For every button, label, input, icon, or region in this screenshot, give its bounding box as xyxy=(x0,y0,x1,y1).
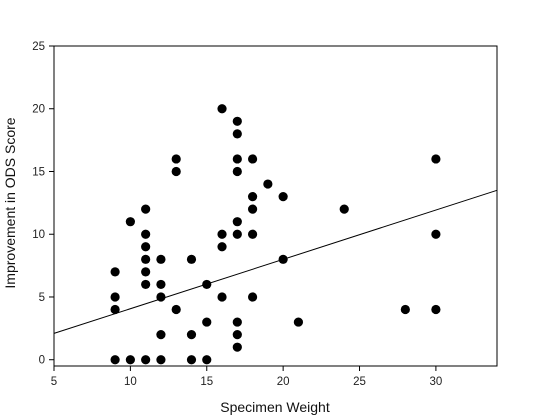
data-point xyxy=(247,154,258,164)
x-tick-label: 30 xyxy=(429,376,442,388)
data-point xyxy=(141,279,151,290)
data-point xyxy=(202,355,212,365)
data-point xyxy=(232,166,242,177)
data-point xyxy=(278,254,288,264)
plot-frame xyxy=(53,45,498,367)
plot-border xyxy=(53,45,498,367)
data-point xyxy=(125,355,135,365)
data-point xyxy=(156,355,166,365)
data-point xyxy=(141,254,151,264)
data-point xyxy=(186,254,197,264)
data-point xyxy=(110,267,120,277)
data-point xyxy=(293,317,304,327)
data-point xyxy=(232,129,242,139)
data-point xyxy=(202,279,212,290)
data-point xyxy=(431,154,441,164)
data-point xyxy=(232,229,242,239)
data-point xyxy=(202,317,212,327)
data-point xyxy=(400,304,410,315)
data-point xyxy=(217,242,227,252)
data-point xyxy=(232,317,242,327)
x-tick-label: 25 xyxy=(353,376,366,388)
data-point xyxy=(110,292,120,302)
data-point xyxy=(217,104,227,114)
data-point xyxy=(141,355,151,365)
data-point xyxy=(110,304,120,315)
data-point xyxy=(171,166,181,177)
data-point xyxy=(232,116,242,126)
data-point xyxy=(247,204,258,214)
data-point xyxy=(217,229,227,239)
data-point xyxy=(431,304,441,315)
data-point xyxy=(186,330,197,340)
data-point xyxy=(263,179,273,189)
data-point xyxy=(141,267,151,277)
data-point xyxy=(247,191,258,202)
data-point xyxy=(217,292,227,302)
trendline-layer xyxy=(53,189,498,334)
x-axis-ticks: 5 10 15 20 25 30 xyxy=(51,366,442,388)
data-point xyxy=(431,229,441,239)
data-point xyxy=(186,355,197,365)
data-point xyxy=(232,330,242,340)
data-point xyxy=(339,204,349,214)
y-tick-label: 25 xyxy=(32,41,45,53)
data-point xyxy=(141,204,151,214)
y-axis-ticks: 0 5 10 15 20 25 xyxy=(32,41,54,367)
data-point xyxy=(156,330,166,340)
data-point xyxy=(156,254,166,264)
trendline xyxy=(53,189,498,334)
y-tick-label: 5 xyxy=(39,292,45,304)
data-point xyxy=(171,304,181,315)
data-point xyxy=(232,217,242,227)
data-point xyxy=(232,342,242,352)
x-axis-title: Specimen Weight xyxy=(220,399,330,415)
data-point xyxy=(156,292,166,302)
data-point xyxy=(141,242,151,252)
data-point xyxy=(247,292,258,302)
x-tick-label: 10 xyxy=(124,376,137,388)
data-point xyxy=(110,355,120,365)
y-tick-label: 0 xyxy=(39,355,45,367)
y-tick-label: 10 xyxy=(32,229,45,241)
data-point xyxy=(247,229,258,239)
x-tick-label: 5 xyxy=(51,376,57,388)
data-point xyxy=(141,229,151,239)
y-axis-title: Improvement in ODS Score xyxy=(2,117,18,288)
data-point xyxy=(278,191,288,202)
data-point xyxy=(125,217,135,227)
y-tick-label: 20 xyxy=(32,104,45,116)
data-point xyxy=(156,279,166,290)
y-tick-label: 15 xyxy=(32,166,45,178)
data-points xyxy=(110,104,441,365)
data-point xyxy=(171,154,181,164)
data-point xyxy=(232,154,242,164)
x-tick-label: 20 xyxy=(277,376,290,388)
x-tick-label: 15 xyxy=(200,376,213,388)
